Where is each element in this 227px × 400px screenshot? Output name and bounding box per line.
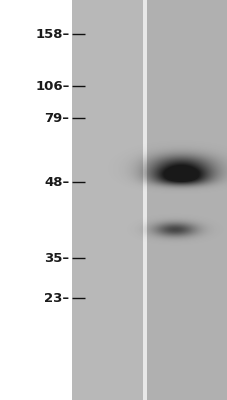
Text: 79–: 79– (44, 112, 69, 124)
Bar (72, 0, 144, 400)
Bar (144, 0, 227, 400)
Text: 23–: 23– (44, 292, 69, 304)
Text: 106–: 106– (35, 80, 69, 92)
Text: 48–: 48– (44, 176, 69, 188)
Text: 35–: 35– (44, 252, 69, 264)
Text: 158–: 158– (35, 28, 69, 40)
Bar (142, 0, 146, 400)
